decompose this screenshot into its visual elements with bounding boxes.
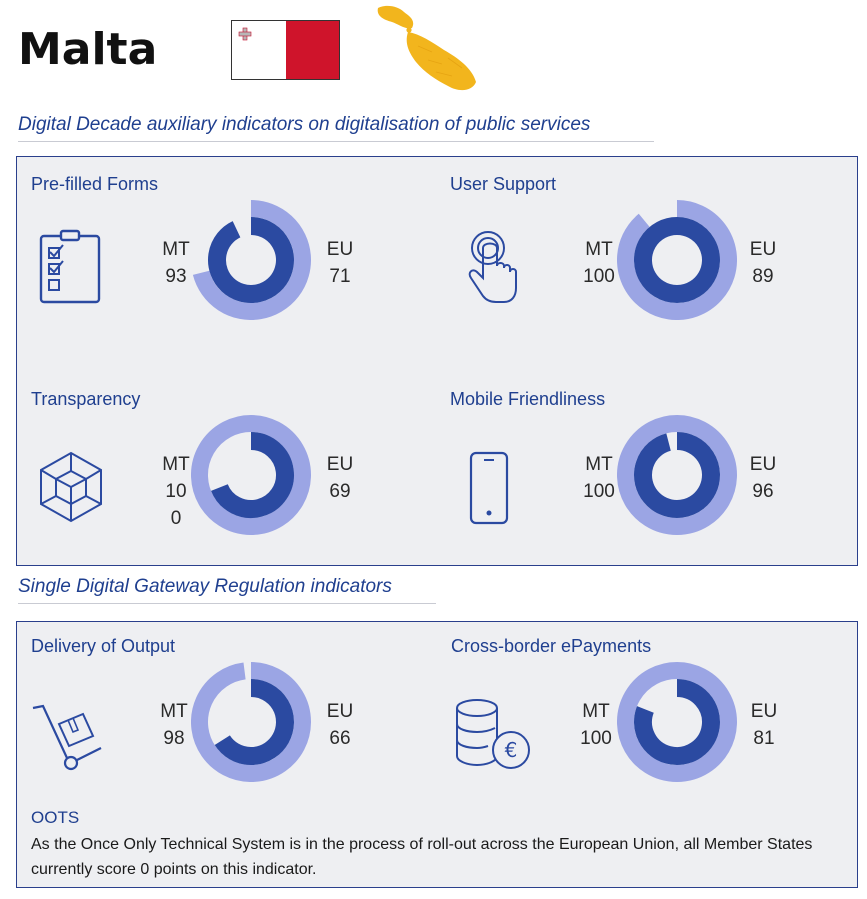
donut-chart-mobile-friendliness — [617, 415, 737, 535]
malta-flag-icon — [231, 20, 340, 80]
mt-ring — [211, 432, 294, 518]
eu-ring — [191, 662, 311, 782]
mt-ring — [634, 217, 720, 303]
oots-description: As the Once Only Technical System is in … — [31, 836, 813, 878]
eu-ring — [617, 415, 737, 535]
indicator-transparency: Transparency MT 10 0 EU 69 — [31, 389, 431, 549]
indicator-title: Delivery of Output — [31, 636, 176, 656]
mt-value: 100 — [580, 728, 612, 749]
malta-map-icon — [377, 5, 476, 91]
svg-text:€: € — [505, 738, 518, 762]
mt-ring — [208, 217, 294, 303]
mt-label: MT 10 0 — [162, 454, 190, 529]
mt-value: 93 — [165, 266, 187, 287]
page-title: Malta — [18, 24, 158, 75]
eu-label: EU 71 — [326, 239, 354, 287]
mt-ring — [634, 679, 720, 765]
indicator-title: Pre-filled Forms — [31, 174, 159, 194]
hand-truck-box-icon — [32, 704, 102, 771]
smartphone-icon — [469, 451, 509, 525]
cube-icon — [40, 451, 102, 523]
coins-euro-icon: € — [456, 699, 530, 769]
mt-value: 100 — [583, 266, 615, 287]
mt-value: 98 — [163, 728, 185, 749]
mt-ring — [214, 679, 294, 765]
indicator-title: Transparency — [31, 389, 141, 409]
donut-chart-transparency — [191, 415, 311, 535]
eu-value: 89 — [752, 266, 774, 287]
eu-label: EU 89 — [749, 239, 777, 287]
mt-label: MT 100 — [580, 701, 612, 749]
indicator-user-support: User Support MT 100 EU 89 — [450, 174, 850, 334]
indicator-cross-border-epayments: Cross-border ePayments € MT 100 EU 81 — [451, 636, 851, 796]
section-heading-digital-decade: Digital Decade auxiliary indicators on d… — [18, 114, 654, 142]
donut-chart-delivery-of-output — [191, 662, 311, 782]
sdg-panel: Delivery of Output MT 98 EU 66 Cross-borde… — [16, 621, 858, 888]
eu-value: 96 — [752, 481, 774, 502]
mt-ring — [634, 432, 720, 518]
indicator-mobile-friendliness: Mobile Friendliness MT 100 EU 96 — [450, 389, 850, 549]
eu-ring — [191, 415, 311, 535]
mt-label: MT 100 — [583, 454, 615, 502]
eu-ring — [192, 200, 311, 320]
donut-chart-pre-filled-forms — [192, 200, 311, 320]
mt-value: 10 0 — [165, 481, 187, 529]
mt-label: MT 93 — [162, 239, 190, 287]
eu-ring — [617, 200, 737, 320]
indicator-title: Cross-border ePayments — [451, 636, 652, 656]
indicator-delivery-of-output: Delivery of Output MT 98 EU 66 — [31, 636, 431, 796]
mt-label: MT 98 — [160, 701, 188, 749]
section-heading-sdg: Single Digital Gateway Regulation indica… — [18, 576, 436, 604]
digital-decade-panel: Pre-filled Forms MT 93 EU 71 User Support … — [16, 156, 858, 566]
mt-label: MT 100 — [583, 239, 615, 287]
eu-value: 66 — [329, 728, 351, 749]
eu-value: 69 — [329, 481, 351, 502]
indicator-title: Mobile Friendliness — [450, 389, 606, 409]
eu-label: EU 66 — [326, 701, 354, 749]
eu-label: EU 69 — [326, 454, 354, 502]
donut-chart-user-support — [617, 200, 737, 320]
oots-title: OOTS — [31, 808, 80, 827]
eu-label: EU 81 — [750, 701, 778, 749]
mt-value: 100 — [583, 481, 615, 502]
clipboard-checklist-icon — [39, 229, 101, 304]
eu-value: 81 — [753, 728, 775, 749]
touch-hand-icon — [468, 231, 517, 303]
eu-value: 71 — [329, 266, 351, 287]
eu-ring — [617, 662, 737, 782]
eu-label: EU 96 — [749, 454, 777, 502]
indicator-pre-filled-forms: Pre-filled Forms MT 93 EU 71 — [31, 174, 431, 334]
donut-chart-cross-border-epayments — [617, 662, 737, 782]
indicator-title: User Support — [450, 174, 557, 194]
